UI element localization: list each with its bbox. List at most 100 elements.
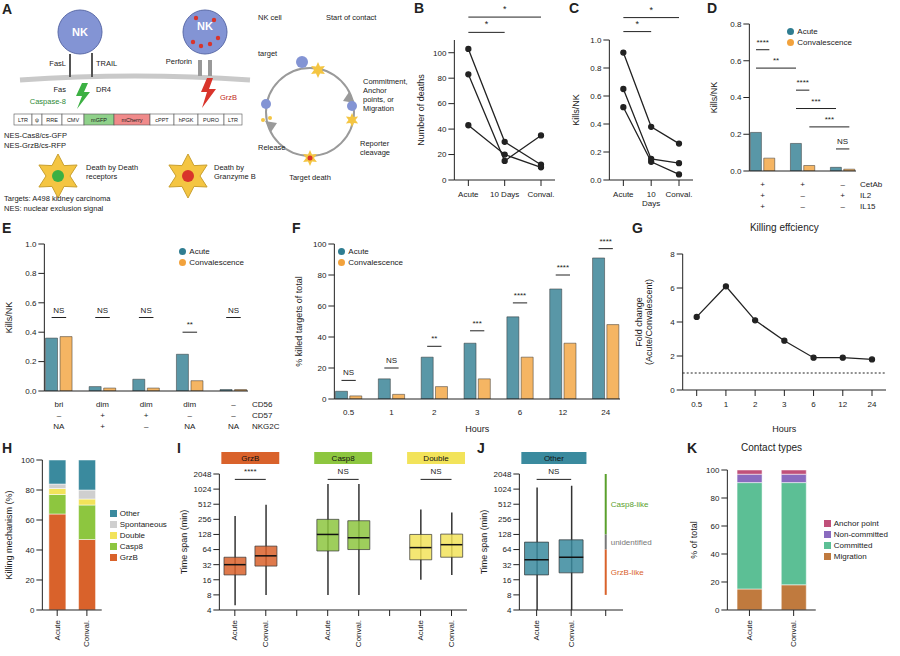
svg-text:–: – xyxy=(231,400,236,409)
svg-text:Reportercleavage: Reportercleavage xyxy=(360,139,390,157)
svg-text:256: 256 xyxy=(498,515,512,524)
svg-text:***: *** xyxy=(811,97,820,106)
svg-text:NES-GrzB/cs-RFP: NES-GrzB/cs-RFP xyxy=(4,141,66,150)
svg-text:Acute: Acute xyxy=(613,190,634,199)
svg-text:NES-Cas8/cs-GFP: NES-Cas8/cs-GFP xyxy=(4,131,67,140)
svg-text:unidentified: unidentified xyxy=(611,538,652,547)
svg-text:40: 40 xyxy=(25,546,34,555)
svg-text:40: 40 xyxy=(317,333,326,342)
svg-text:32: 32 xyxy=(202,561,211,570)
svg-text:Acute: Acute xyxy=(323,619,332,640)
svg-text:6: 6 xyxy=(670,284,675,293)
svg-text:+: + xyxy=(760,191,765,200)
svg-text:0.8: 0.8 xyxy=(25,269,37,278)
svg-text:100: 100 xyxy=(706,466,720,475)
svg-text:Fas: Fas xyxy=(53,85,66,94)
svg-text:A: A xyxy=(2,1,12,17)
svg-text:Conval.: Conval. xyxy=(567,620,576,647)
svg-text:CD56: CD56 xyxy=(252,400,273,409)
svg-text:ψ: ψ xyxy=(35,117,39,123)
svg-text:Fold change(Acute/Convalescent: Fold change(Acute/Convalescent) xyxy=(634,279,654,365)
svg-text:dim: dim xyxy=(183,400,196,409)
svg-text:80: 80 xyxy=(710,494,719,503)
svg-text:128: 128 xyxy=(198,530,212,539)
svg-text:0.6: 0.6 xyxy=(25,299,37,308)
svg-text:0.4: 0.4 xyxy=(590,120,602,129)
svg-text:24: 24 xyxy=(868,400,877,409)
svg-text:**: ** xyxy=(773,56,779,65)
svg-text:Acute: Acute xyxy=(532,619,541,640)
svg-text:% killed targets of total: % killed targets of total xyxy=(294,276,304,367)
svg-text:Acute: Acute xyxy=(745,619,754,640)
svg-text:+: + xyxy=(840,191,845,200)
svg-text:100: 100 xyxy=(313,240,327,249)
svg-text:NA: NA xyxy=(53,422,65,431)
svg-text:Conval.: Conval. xyxy=(447,620,456,647)
svg-text:Conval.: Conval. xyxy=(82,620,91,647)
svg-text:***: *** xyxy=(473,319,482,328)
svg-text:20: 20 xyxy=(317,364,326,373)
svg-text:16: 16 xyxy=(502,576,511,585)
svg-text:+: + xyxy=(100,411,105,420)
svg-text:40: 40 xyxy=(437,125,446,134)
svg-text:0.2: 0.2 xyxy=(25,357,37,366)
svg-text:NS: NS xyxy=(386,356,397,365)
svg-text:64: 64 xyxy=(502,545,511,554)
svg-text:Commitment,Anchorpoints, orMig: Commitment,Anchorpoints, orMigration xyxy=(363,77,408,113)
svg-text:Conval.: Conval. xyxy=(354,620,363,647)
svg-text:mCherry: mCherry xyxy=(121,117,142,123)
svg-text:1024: 1024 xyxy=(494,485,512,494)
svg-text:2048: 2048 xyxy=(194,470,212,479)
svg-text:4: 4 xyxy=(670,318,675,327)
svg-text:–: – xyxy=(800,191,805,200)
svg-text:*: * xyxy=(485,19,489,29)
svg-text:Death byGranzyme B: Death byGranzyme B xyxy=(214,163,256,181)
svg-text:–: – xyxy=(188,411,193,420)
svg-text:20: 20 xyxy=(710,578,719,587)
svg-text:–: – xyxy=(840,180,845,189)
svg-text:LTR: LTR xyxy=(18,117,28,123)
svg-text:1: 1 xyxy=(724,400,729,409)
svg-text:Acute: Acute xyxy=(53,619,62,640)
svg-text:1: 1 xyxy=(389,408,394,417)
svg-text:0.4: 0.4 xyxy=(730,93,742,102)
svg-text:80: 80 xyxy=(437,74,446,83)
svg-text:RRE: RRE xyxy=(46,117,58,123)
svg-text:Conval.: Conval. xyxy=(665,190,692,199)
svg-text:****: **** xyxy=(557,263,569,272)
svg-text:8: 8 xyxy=(207,591,212,600)
svg-text:NS: NS xyxy=(228,306,239,315)
svg-text:–: – xyxy=(57,411,62,420)
svg-text:0: 0 xyxy=(670,386,675,395)
svg-text:10Days: 10Days xyxy=(642,190,660,208)
svg-text:****: **** xyxy=(244,467,256,476)
svg-text:Number of deaths: Number of deaths xyxy=(416,74,426,146)
svg-text:256: 256 xyxy=(198,515,212,524)
svg-text:80: 80 xyxy=(317,271,326,280)
svg-text:60: 60 xyxy=(437,99,446,108)
svg-text:Caspase-8: Caspase-8 xyxy=(30,97,66,106)
svg-text:Acute: Acute xyxy=(458,190,479,199)
svg-text:6: 6 xyxy=(518,408,523,417)
svg-text:NS: NS xyxy=(548,467,559,476)
svg-text:Target death: Target death xyxy=(289,173,331,182)
svg-text:NS: NS xyxy=(338,467,349,476)
svg-text:+: + xyxy=(800,180,805,189)
svg-text:1.0: 1.0 xyxy=(25,240,37,249)
svg-text:Hours: Hours xyxy=(772,424,797,434)
svg-text:512: 512 xyxy=(198,500,212,509)
svg-text:60: 60 xyxy=(710,522,719,531)
svg-text:Targets: A498 kidney carcinoma: Targets: A498 kidney carcinoma xyxy=(4,194,111,203)
svg-text:GrzB: GrzB xyxy=(220,93,237,102)
svg-text:+: + xyxy=(144,411,149,420)
svg-text:NS: NS xyxy=(343,368,354,377)
svg-text:Time span (min): Time span (min) xyxy=(479,510,489,575)
svg-text:0.6: 0.6 xyxy=(730,57,742,66)
svg-text:0.0: 0.0 xyxy=(25,387,37,396)
svg-text:20: 20 xyxy=(25,576,34,585)
svg-text:IL2: IL2 xyxy=(860,191,872,200)
svg-text:CMV: CMV xyxy=(67,117,80,123)
svg-text:bri: bri xyxy=(54,400,63,409)
svg-text:Conval.: Conval. xyxy=(789,620,798,647)
svg-text:2: 2 xyxy=(753,400,758,409)
